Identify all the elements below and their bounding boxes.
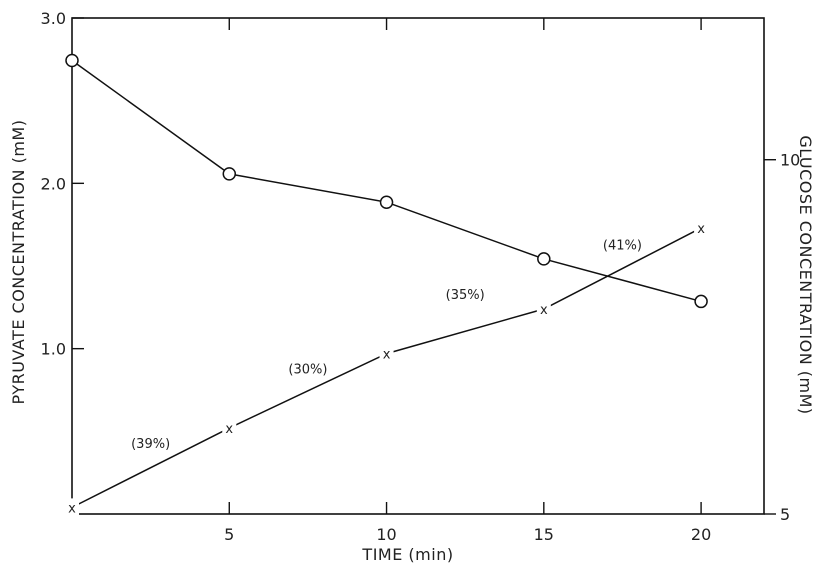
data-point-bg: [379, 344, 394, 363]
data-point-circle: [222, 167, 237, 181]
percent-annotation: (41%): [603, 238, 642, 253]
y-tick-label: 1.0: [41, 340, 66, 359]
y-axis-title: PYRUVATE CONCENTRATION (mM): [9, 120, 28, 405]
data-point-x: x: [68, 501, 76, 516]
data-point-x: x: [225, 422, 233, 437]
x-tick-label: 20: [691, 525, 711, 544]
glucose-series: [65, 53, 708, 309]
data-point-circle: [65, 53, 79, 68]
y2-tick-label: 5: [780, 505, 790, 524]
data-point-bg: [222, 419, 237, 438]
pyruvate-series: x x x x x: [65, 218, 709, 517]
axes: [71, 17, 765, 515]
x-tick-label: 15: [534, 525, 554, 544]
y-tick-label: 2.0: [41, 174, 66, 193]
data-point-circle: [694, 294, 708, 309]
annotation-layer: (39%) (30%) (35%) (41%): [131, 238, 642, 451]
data-point-x: x: [540, 303, 548, 318]
x-tick-label: 10: [376, 525, 396, 544]
data-point-circle: [537, 252, 551, 266]
percent-annotation: (39%): [131, 437, 170, 452]
data-point-x: x: [697, 222, 705, 237]
data-point-x: x: [383, 348, 391, 363]
data-point-bg: [65, 498, 79, 517]
percent-annotation: (35%): [446, 288, 485, 303]
data-point-bg: [536, 299, 551, 318]
x-tick-label: 5: [224, 525, 234, 544]
y2-axis-title: GLUCOSE CONCENTRATION (mM): [796, 135, 815, 414]
percent-annotation: (30%): [288, 362, 327, 377]
data-point-bg: [694, 218, 709, 237]
data-point-circle: [379, 195, 394, 209]
ticks: 5 10 15 20 1.0 2.0 3.0 5 10: [41, 9, 801, 544]
series-layer: x x x x x: [65, 53, 709, 517]
series-line: [71, 59, 702, 303]
y-tick-label: 3.0: [41, 9, 66, 28]
series-line: [71, 227, 702, 509]
plot-frame: [71, 17, 765, 515]
y2-tick-label: 10: [780, 151, 800, 170]
x-axis-title: TIME (min): [361, 545, 453, 564]
